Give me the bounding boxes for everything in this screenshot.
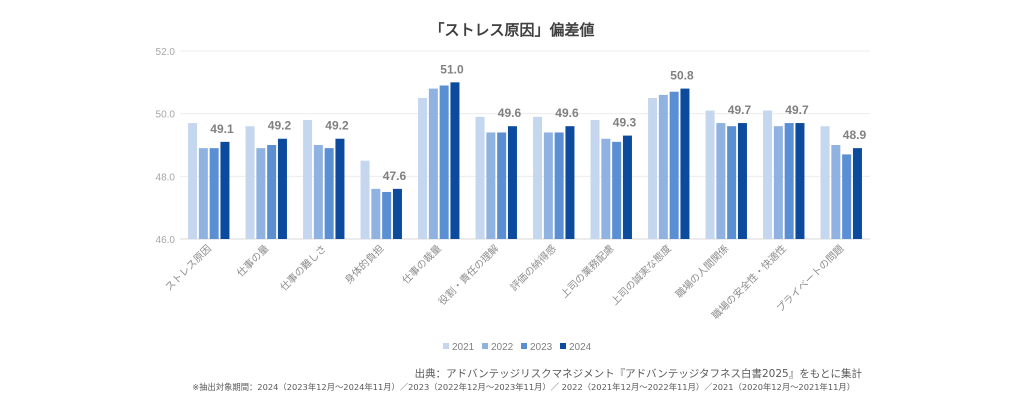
bar-2021 <box>648 98 658 239</box>
category-label: 職場の人間関係 <box>673 242 732 301</box>
data-label: 49.7 <box>785 103 809 117</box>
bar-2024 <box>737 123 747 239</box>
bar-2023 <box>267 145 277 239</box>
legend-item-2022: 2022 <box>482 342 514 353</box>
legend-swatch <box>521 343 527 349</box>
bar-2023 <box>209 148 219 239</box>
bar-2024 <box>220 141 230 239</box>
category-label: 上司の業務配慮 <box>558 242 617 301</box>
bar-2022 <box>543 132 553 239</box>
legend-label: 2023 <box>530 342 553 353</box>
bar-2022 <box>198 148 208 239</box>
bar-2022 <box>256 148 266 239</box>
bar-2021 <box>820 126 830 239</box>
bar-2024 <box>507 126 517 239</box>
legend-label: 2021 <box>452 342 475 353</box>
data-label: 49.7 <box>728 103 752 117</box>
bar-2021 <box>418 98 428 239</box>
legend-swatch <box>482 343 488 349</box>
category-label: ストレス原因 <box>163 243 214 294</box>
bar-2023 <box>497 132 507 239</box>
bar-2024 <box>622 135 632 239</box>
data-label: 48.9 <box>843 128 867 142</box>
data-label: 47.6 <box>383 169 407 183</box>
bar-2024 <box>852 148 862 239</box>
bar-2022 <box>773 126 783 239</box>
bar-2021 <box>705 110 715 240</box>
bar-2024 <box>680 88 690 239</box>
bar-2021 <box>188 123 198 239</box>
category-label: 評価の納得感 <box>507 242 559 294</box>
bar-2023 <box>727 126 737 239</box>
bar-2021 <box>245 126 255 239</box>
bar-2022 <box>371 188 381 239</box>
y-tick-label: 50.0 <box>156 110 176 121</box>
data-label: 49.3 <box>613 116 637 130</box>
bar-2021 <box>360 160 370 239</box>
bar-2023 <box>382 192 392 239</box>
y-axis: 46.0 48.0 50.0 52.0 <box>156 47 176 246</box>
bar-2022 <box>486 132 496 239</box>
category-label: 仕事の量 <box>234 242 271 279</box>
y-tick-label: 46.0 <box>156 235 176 246</box>
chart-title: 「ストレス原因」偏差値 <box>429 21 594 39</box>
data-label: 49.2 <box>268 119 292 133</box>
bar-2024 <box>277 138 287 239</box>
bar-2022 <box>831 145 841 239</box>
legend-item-2024: 2024 <box>560 342 592 353</box>
data-label: 49.1 <box>210 122 234 136</box>
legend-label: 2022 <box>491 342 514 353</box>
period-note: ※抽出対象期間：2024（2023年12月～2024年11月）／2023（202… <box>192 382 855 392</box>
bar-2023 <box>439 85 449 239</box>
legend: 2021 2022 2023 2024 <box>443 342 592 353</box>
gridlines <box>180 50 870 240</box>
data-label: 49.6 <box>555 106 579 120</box>
bar-2021 <box>533 116 543 239</box>
bar-2021 <box>475 116 485 239</box>
data-label: 50.8 <box>670 69 694 83</box>
bar-2023 <box>842 154 852 239</box>
bar-2021 <box>590 119 600 239</box>
data-label: 49.6 <box>498 106 522 120</box>
bar-2024 <box>450 82 460 239</box>
legend-swatch <box>443 343 449 349</box>
category-label: 仕事の裁量 <box>399 242 444 287</box>
bar-2024 <box>392 188 402 239</box>
bar-2023 <box>554 132 564 239</box>
bar-2023 <box>669 91 679 239</box>
bar-2024 <box>565 126 575 239</box>
legend-label: 2024 <box>569 342 592 353</box>
legend-item-2023: 2023 <box>521 342 553 353</box>
bar-2023 <box>324 148 334 239</box>
bar-2022 <box>313 145 323 239</box>
category-label: 上司の誠実な態度 <box>608 242 674 308</box>
bar-2022 <box>658 94 668 239</box>
legend-swatch <box>560 343 566 349</box>
bar-2022 <box>601 138 611 239</box>
data-label: 51.0 <box>440 62 464 76</box>
bar-2024 <box>335 138 345 239</box>
bar-2023 <box>784 123 794 239</box>
y-tick-label: 52.0 <box>156 47 176 58</box>
bar-2023 <box>612 141 622 239</box>
category-label: 仕事の難しさ <box>277 242 329 294</box>
bars <box>188 82 862 240</box>
bar-2021 <box>303 119 313 239</box>
category-label: 役割・責任の理解 <box>436 242 502 308</box>
category-label: 身体的負担 <box>342 242 387 287</box>
bar-2022 <box>716 123 726 239</box>
bar-2024 <box>795 123 805 239</box>
bar-2022 <box>428 88 438 239</box>
y-tick-label: 48.0 <box>156 172 176 183</box>
bar-2021 <box>763 110 773 240</box>
data-label: 49.2 <box>325 119 349 133</box>
source-text: 出典：アドバンテッジリスクマネジメント『アドバンテッジタフネス白書2025』をも… <box>415 367 863 380</box>
legend-item-2021: 2021 <box>443 342 475 353</box>
data-labels: 49.1 49.2 49.2 47.6 51.0 49.6 49.6 49.3 50.8 49.7… <box>210 62 866 183</box>
